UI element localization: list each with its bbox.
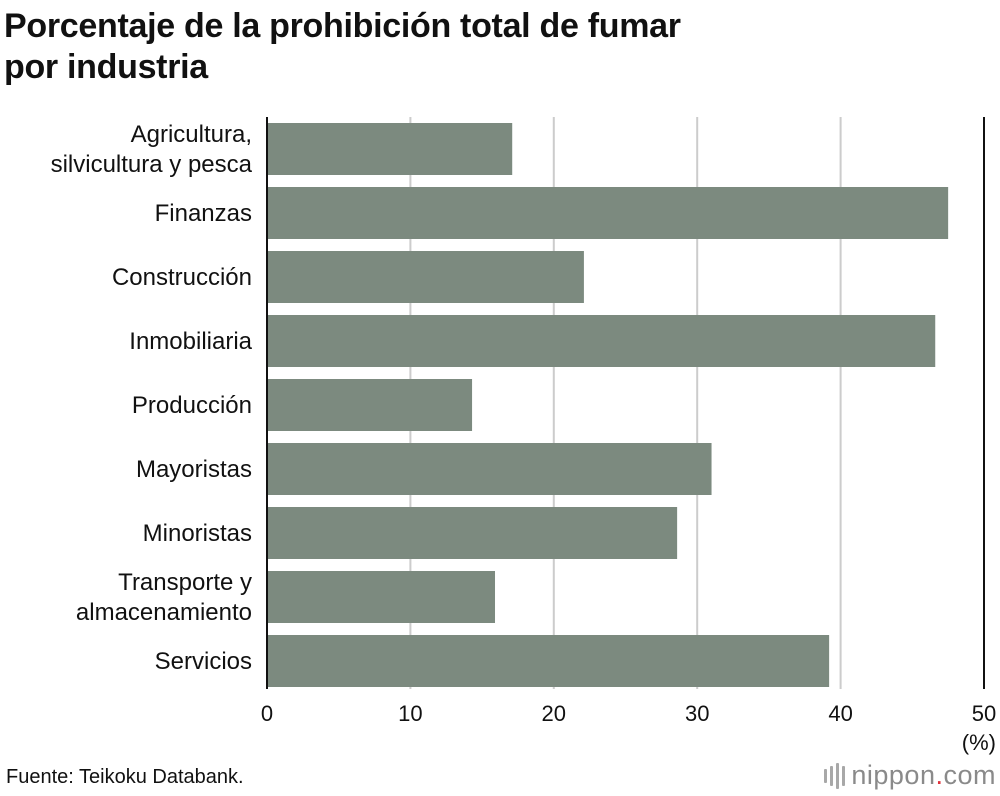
x-tick-label-0: 0 bbox=[261, 701, 273, 726]
bar-7 bbox=[267, 571, 496, 623]
category-label-8: Servicios bbox=[155, 648, 252, 675]
source-note: Fuente: Teikoku Databank. bbox=[6, 766, 244, 788]
category-label-4-line-0: Producción bbox=[132, 392, 252, 419]
x-axis-unit-label: (%) bbox=[962, 730, 996, 755]
category-label-5-line-0: Mayoristas bbox=[136, 456, 252, 483]
category-label-3: Inmobiliaria bbox=[129, 328, 252, 355]
bar-6 bbox=[267, 507, 678, 559]
nippon-logo-mark-icon bbox=[824, 762, 846, 789]
category-label-6: Minoristas bbox=[143, 520, 252, 547]
x-tick-label-30: 30 bbox=[685, 701, 709, 726]
x-tick-label-10: 10 bbox=[398, 701, 422, 726]
category-label-8-line-0: Servicios bbox=[155, 648, 252, 675]
category-label-7-line-0: Transporte y bbox=[118, 569, 252, 596]
category-labels: Agricultura, silvicultura y pesca Finanzas… bbox=[51, 121, 253, 675]
bar-4 bbox=[267, 379, 473, 431]
bar-1 bbox=[267, 187, 949, 239]
category-label-5: Mayoristas bbox=[136, 456, 252, 483]
category-label-2: Construcción bbox=[112, 264, 252, 291]
category-label-2-line-0: Construcción bbox=[112, 264, 252, 291]
bar-chart: Agricultura, silvicultura y pesca Finanzas… bbox=[51, 117, 996, 755]
category-label-3-line-0: Inmobiliaria bbox=[129, 328, 252, 355]
x-tick-label-20: 20 bbox=[542, 701, 566, 726]
tick-labels: 0 10 20 30 40 50 (%) bbox=[261, 701, 996, 755]
category-label-1: Finanzas bbox=[155, 200, 252, 227]
x-tick-label-40: 40 bbox=[828, 701, 852, 726]
category-label-0-line-1: silvicultura y pesca bbox=[51, 151, 253, 178]
bar-5 bbox=[267, 443, 712, 495]
category-label-7: Transporte y almacenamiento bbox=[76, 569, 252, 626]
bars bbox=[267, 123, 949, 687]
bar-2 bbox=[267, 251, 584, 303]
nippon-logo: nippon.com bbox=[824, 760, 996, 791]
chart-title: Porcentaje de la prohibición total de fu… bbox=[4, 6, 904, 88]
category-label-0: Agricultura, silvicultura y pesca bbox=[51, 121, 253, 178]
bar-3 bbox=[267, 315, 936, 367]
axes bbox=[266, 117, 985, 689]
category-label-0-line-0: Agricultura, bbox=[131, 121, 252, 148]
x-tick-label-50: 50 bbox=[972, 701, 996, 726]
bar-0 bbox=[267, 123, 513, 175]
chart-title-line-2: por industria bbox=[4, 48, 208, 86]
chart-title-line-1: Porcentaje de la prohibición total de fu… bbox=[4, 7, 681, 45]
category-label-1-line-0: Finanzas bbox=[155, 200, 252, 227]
category-label-4: Producción bbox=[132, 392, 252, 419]
nippon-logo-text: nippon.com bbox=[851, 760, 996, 790]
category-label-6-line-0: Minoristas bbox=[143, 520, 252, 547]
category-label-7-line-1: almacenamiento bbox=[76, 599, 252, 626]
bar-8 bbox=[267, 635, 830, 687]
